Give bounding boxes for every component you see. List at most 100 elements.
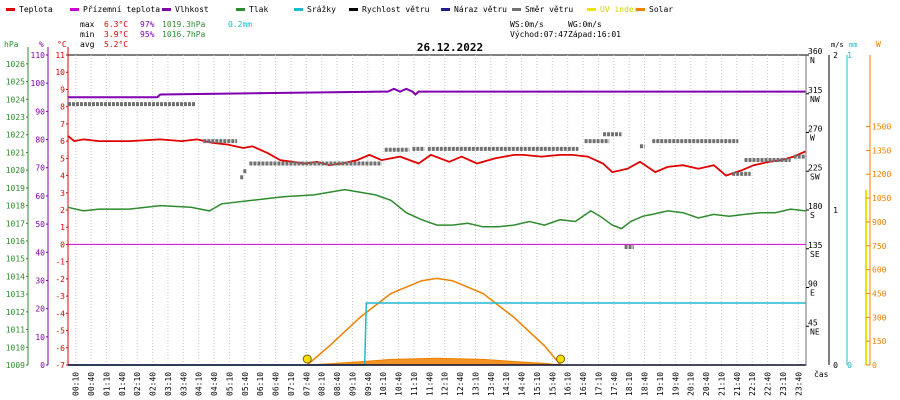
x-tick-label: 08:40 xyxy=(333,372,342,396)
humidity-line xyxy=(68,87,806,99)
x-tick-label: 23:40 xyxy=(794,372,803,396)
humidity-tick-label: 90 xyxy=(35,107,45,116)
legend-label: Solar xyxy=(649,5,673,14)
x-tick-label: 12:40 xyxy=(456,372,465,396)
pressure-axis-unit: hPa xyxy=(4,40,19,49)
x-tick-label: 01:10 xyxy=(102,372,111,396)
legend-swatch xyxy=(236,8,245,11)
x-tick-label: 11:40 xyxy=(425,372,434,396)
wind-speed-tick-label: 2 xyxy=(833,51,838,60)
stats-max-pressure: 1019.3hPa xyxy=(162,20,206,29)
temperature-tick-label: -4 xyxy=(55,309,65,318)
legend-label: Přízemní teplota xyxy=(83,5,160,14)
humidity-tick-label: 70 xyxy=(35,164,45,173)
x-tick-label: 20:10 xyxy=(687,372,696,396)
solar-theoretical-line xyxy=(306,277,562,366)
x-tick-label: 10:10 xyxy=(379,372,388,396)
solar-tick-label: 150 xyxy=(872,337,887,346)
pressure-tick-label: 1022 xyxy=(6,131,25,140)
pressure-tick-label: 1011 xyxy=(6,326,25,335)
temperature-line xyxy=(67,135,806,177)
stats-avg-label: avg xyxy=(80,40,95,49)
legend-label: Směr větru xyxy=(525,5,573,14)
solar-tick-label: 300 xyxy=(872,313,887,322)
humidity-tick-label: 0 xyxy=(40,361,45,370)
wind-direction-compass-label: SW xyxy=(810,172,820,181)
solar-tick-label: 900 xyxy=(872,218,887,227)
humidity-tick-label: 30 xyxy=(35,276,45,285)
stats-wind-gust: WG:0m/s xyxy=(568,20,602,29)
legend-label: UV index xyxy=(600,5,639,14)
x-tick-label: 10:40 xyxy=(395,372,404,396)
wind-direction-compass-label: S xyxy=(810,211,815,220)
temperature-tick-label: -1 xyxy=(55,258,65,267)
legend: Teplota Přízemní teplota Vlhkost Tlak Srážky… xyxy=(6,5,673,14)
solar-tick-label: 1500 xyxy=(872,123,891,132)
humidity-tick-label: 60 xyxy=(35,192,45,201)
pressure-tick-label: 1009 xyxy=(6,361,25,370)
legend-swatch xyxy=(512,8,521,11)
solar-tick-label: 1200 xyxy=(872,170,891,179)
x-tick-label: 22:40 xyxy=(764,372,773,396)
wind-direction-compass-label: SE xyxy=(810,250,820,259)
pressure-tick-label: 1013 xyxy=(6,290,25,299)
humidity-tick-label: 80 xyxy=(35,136,45,145)
x-tick-label: 06:10 xyxy=(256,372,265,396)
wind-direction-compass-label: E xyxy=(810,289,815,298)
stats-max-humidity: 97% xyxy=(140,20,155,29)
x-tick-label: 16:40 xyxy=(579,372,588,396)
x-axis-unit-label: čas xyxy=(814,369,829,379)
solar-tick-label: 600 xyxy=(872,266,887,275)
wind-direction-deg-label: 225 xyxy=(808,163,823,172)
x-tick-label: 14:40 xyxy=(518,372,527,396)
humidity-tick-label: 20 xyxy=(35,305,45,314)
rain-tick-label: 0 xyxy=(847,361,852,370)
x-tick-label: 11:10 xyxy=(410,372,419,396)
humidity-axis-unit: % xyxy=(39,40,44,49)
x-tick-label: 13:10 xyxy=(471,372,480,396)
stats-sunrise: Východ:07:47 xyxy=(510,30,568,39)
legend-swatch xyxy=(441,8,450,11)
pressure-tick-label: 1012 xyxy=(6,308,25,317)
x-tick-label: 15:10 xyxy=(533,372,542,396)
stats-min-pressure: 1016.7hPa xyxy=(162,30,206,39)
temperature-tick-label: 7 xyxy=(60,120,65,129)
pressure-tick-label: 1020 xyxy=(6,166,25,175)
x-tick-label: 01:40 xyxy=(118,372,127,396)
stats-panel: max 6.3°C 97% 1019.3hPa 0.2mm min 3.9°C … xyxy=(80,20,621,49)
x-tick-label: 03:40 xyxy=(179,372,188,396)
x-tick-label: 17:40 xyxy=(610,372,619,396)
legend-swatch xyxy=(294,8,303,11)
x-tick-label: 07:10 xyxy=(287,372,296,396)
wind-speed-tick-label: 0 xyxy=(833,361,838,370)
stats-min-temp: 3.9°C xyxy=(104,30,128,39)
pressure-tick-label: 1019 xyxy=(6,184,25,193)
sun-marker xyxy=(556,354,566,364)
sun-marker xyxy=(302,354,312,364)
rain-tick-label: 1 xyxy=(847,51,852,60)
stats-max-label: max xyxy=(80,20,95,29)
x-tick-label: 19:40 xyxy=(671,372,680,396)
temperature-tick-label: 1 xyxy=(60,223,65,232)
humidity-tick-label: 100 xyxy=(31,79,46,88)
x-tick-label: 13:40 xyxy=(487,372,496,396)
x-tick-label: 08:10 xyxy=(318,372,327,396)
axes: hPa% °C m/s mm W1026102510241023102210211020… xyxy=(4,40,891,396)
stats-max-rain: 0.2mm xyxy=(228,20,252,29)
temperature-tick-label: -6 xyxy=(55,344,65,353)
x-tick-label: 21:10 xyxy=(717,372,726,396)
x-tick-label: 17:10 xyxy=(594,372,603,396)
stats-wind-speed: WS:0m/s xyxy=(510,20,544,29)
temperature-tick-label: -3 xyxy=(55,292,65,301)
x-tick-label: 15:40 xyxy=(548,372,557,396)
x-tick-label: 18:40 xyxy=(641,372,650,396)
x-tick-label: 20:40 xyxy=(702,372,711,396)
legend-label: Náraz větru xyxy=(454,5,507,14)
temperature-tick-label: 10 xyxy=(55,68,65,77)
chart-title: 26.12.2022 xyxy=(417,41,483,54)
stats-min-label: min xyxy=(80,30,95,39)
wind-direction-deg-label: 270 xyxy=(808,125,823,134)
pressure-tick-label: 1025 xyxy=(6,78,25,87)
x-tick-label: 22:10 xyxy=(748,372,757,396)
